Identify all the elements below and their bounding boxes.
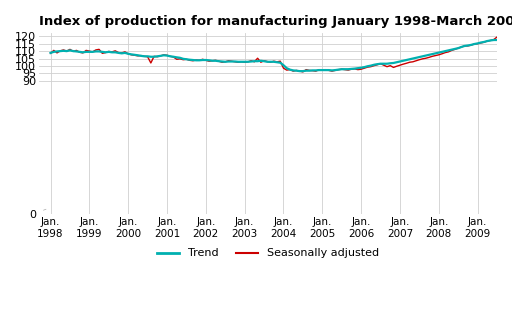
Text: Index of production for manufacturing January 1998-March 2009. 2005=100: Index of production for manufacturing Ja… [39, 15, 512, 28]
Legend: Trend, Seasonally adjusted: Trend, Seasonally adjusted [153, 244, 383, 263]
